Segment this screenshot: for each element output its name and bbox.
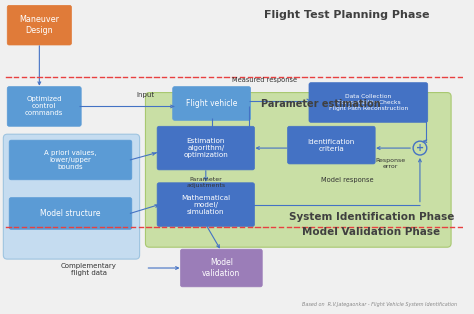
Text: Measured response: Measured response bbox=[232, 77, 297, 83]
FancyBboxPatch shape bbox=[157, 183, 255, 226]
Text: A priori values,
lower/upper
bounds: A priori values, lower/upper bounds bbox=[44, 150, 97, 170]
Text: Model response: Model response bbox=[320, 177, 373, 183]
Text: Flight Test Planning Phase: Flight Test Planning Phase bbox=[264, 10, 430, 20]
Text: Flight vehicle: Flight vehicle bbox=[186, 99, 237, 108]
Text: +: + bbox=[416, 143, 424, 153]
FancyBboxPatch shape bbox=[309, 83, 428, 122]
Text: System Identification Phase: System Identification Phase bbox=[289, 213, 454, 222]
Text: Parameter estimation: Parameter estimation bbox=[261, 100, 381, 110]
Text: Optimized
control
commands: Optimized control commands bbox=[25, 96, 64, 116]
FancyBboxPatch shape bbox=[7, 87, 81, 126]
Text: Estimation
algorithm/
optimization: Estimation algorithm/ optimization bbox=[183, 138, 228, 158]
Text: Response
error: Response error bbox=[376, 158, 406, 169]
Text: Data Collection
Compatibility Checks
Flight Path Reconstruction: Data Collection Compatibility Checks Fli… bbox=[329, 94, 408, 111]
FancyBboxPatch shape bbox=[9, 198, 132, 229]
Text: Identification
criteria: Identification criteria bbox=[308, 138, 355, 152]
Text: Parameter
adjustments: Parameter adjustments bbox=[186, 177, 225, 188]
FancyBboxPatch shape bbox=[146, 93, 451, 247]
Text: Maneuver
Design: Maneuver Design bbox=[19, 15, 59, 35]
FancyBboxPatch shape bbox=[173, 87, 251, 120]
Text: Mathematical
model/
simulation: Mathematical model/ simulation bbox=[181, 195, 230, 214]
Text: Based on  R.V.Jategaonkar - Flight Vehicle System Identification: Based on R.V.Jategaonkar - Flight Vehicl… bbox=[302, 302, 457, 307]
Text: Complementary
flight data: Complementary flight data bbox=[61, 263, 117, 275]
FancyBboxPatch shape bbox=[7, 5, 72, 45]
FancyBboxPatch shape bbox=[157, 126, 255, 170]
FancyBboxPatch shape bbox=[181, 249, 262, 287]
Text: Model structure: Model structure bbox=[40, 209, 101, 218]
FancyBboxPatch shape bbox=[9, 140, 132, 180]
Circle shape bbox=[413, 141, 427, 155]
Text: Model Validation Phase: Model Validation Phase bbox=[302, 227, 440, 237]
Text: Input: Input bbox=[137, 91, 155, 98]
FancyBboxPatch shape bbox=[3, 134, 140, 259]
FancyBboxPatch shape bbox=[288, 126, 375, 164]
Text: Model
validation: Model validation bbox=[202, 258, 240, 278]
